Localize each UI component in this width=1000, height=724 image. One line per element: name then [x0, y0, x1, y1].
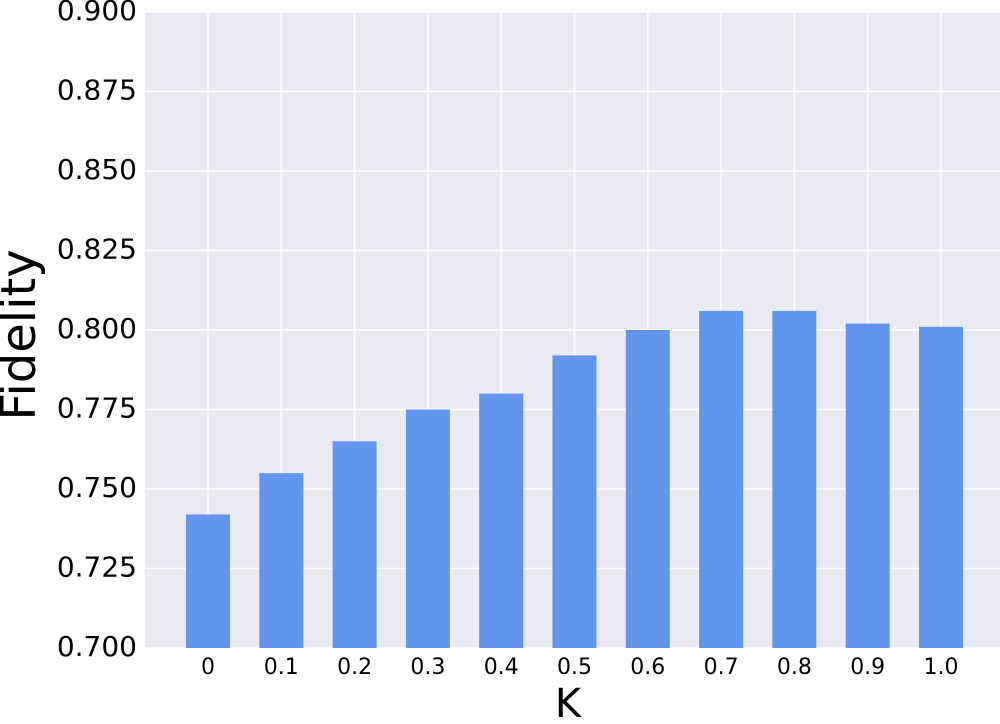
x-tick-label: 0.4 [484, 655, 519, 680]
y-tick-label: 0.850 [57, 153, 137, 186]
x-tick-label: 0.3 [410, 655, 445, 680]
y-tick-label: 0.825 [57, 233, 137, 266]
x-tick-label: 0.6 [630, 655, 665, 680]
x-axis-label: K [555, 681, 583, 724]
x-tick-label: 1.0 [924, 655, 959, 680]
bar [845, 323, 890, 648]
bar [772, 310, 817, 648]
bar [919, 326, 963, 648]
y-axis-label: Fidelity [0, 249, 47, 420]
y-tick-label: 0.875 [57, 74, 137, 107]
y-tick-label: 0.900 [57, 0, 137, 27]
bar [479, 393, 524, 648]
y-tick-label: 0.725 [57, 551, 137, 584]
x-tick-label: 0.2 [337, 655, 372, 680]
y-tick-label: 0.700 [57, 630, 137, 663]
x-tick-label: 0.5 [557, 655, 592, 680]
x-tick-label: 0.9 [850, 655, 885, 680]
bar [332, 441, 377, 648]
x-tick-label: 0.1 [264, 655, 299, 680]
bar [259, 473, 304, 648]
x-tick-label: 0.8 [777, 655, 812, 680]
x-tick-label: 0.7 [704, 655, 739, 680]
bar [405, 409, 450, 648]
y-tick-label: 0.775 [57, 392, 137, 425]
bar [186, 514, 230, 648]
bar [552, 355, 597, 648]
bar [625, 330, 670, 648]
y-tick-label: 0.750 [57, 471, 137, 504]
y-tick-label: 0.800 [57, 312, 137, 345]
bar [699, 310, 744, 648]
x-tick-label: 0 [201, 655, 215, 680]
